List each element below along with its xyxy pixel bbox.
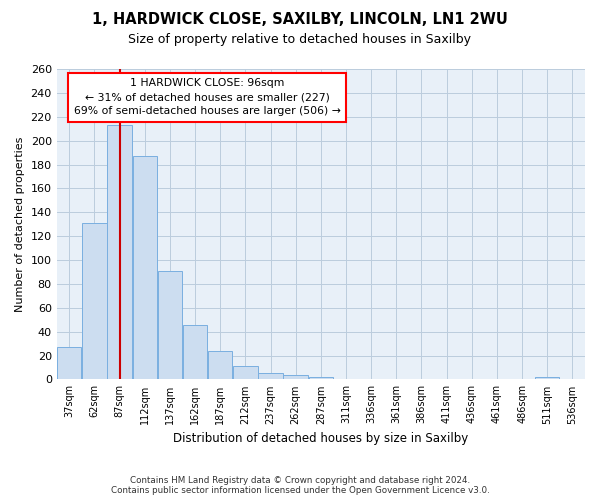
Text: Size of property relative to detached houses in Saxilby: Size of property relative to detached ho…	[128, 32, 472, 46]
Bar	[183, 324, 207, 380]
Y-axis label: Number of detached properties: Number of detached properties	[15, 136, 25, 312]
Bar	[208, 351, 232, 380]
Bar	[259, 374, 283, 380]
Text: Contains HM Land Registry data © Crown copyright and database right 2024.
Contai: Contains HM Land Registry data © Crown c…	[110, 476, 490, 495]
Bar	[82, 223, 107, 380]
Bar	[233, 366, 257, 380]
Bar	[107, 125, 132, 380]
Bar	[535, 377, 559, 380]
Text: 1, HARDWICK CLOSE, SAXILBY, LINCOLN, LN1 2WU: 1, HARDWICK CLOSE, SAXILBY, LINCOLN, LN1…	[92, 12, 508, 28]
Text: 1 HARDWICK CLOSE: 96sqm
← 31% of detached houses are smaller (227)
69% of semi-d: 1 HARDWICK CLOSE: 96sqm ← 31% of detache…	[74, 78, 341, 116]
Bar	[57, 347, 82, 380]
Bar	[158, 271, 182, 380]
Bar	[133, 156, 157, 380]
Bar	[308, 377, 333, 380]
Bar	[283, 374, 308, 380]
X-axis label: Distribution of detached houses by size in Saxilby: Distribution of detached houses by size …	[173, 432, 469, 445]
